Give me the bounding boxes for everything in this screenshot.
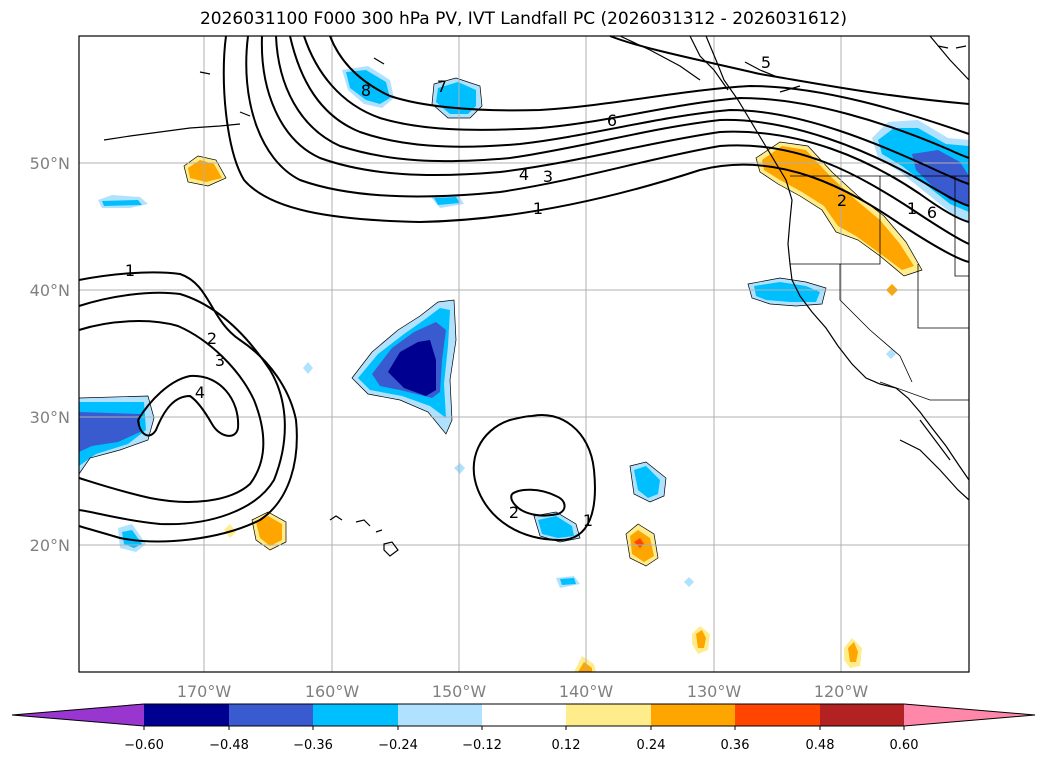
lat-label-50n: 50°N [30,154,70,173]
lat-label-30n: 30°N [30,408,70,427]
contour-label: 6 [927,203,937,222]
lat-label-20n: 20°N [30,536,70,555]
colorbar-segment [482,704,566,726]
coastlines [619,35,970,501]
contour-label: 2 [509,503,519,522]
lon-label-130w: 130°W [687,682,742,701]
longitude-labels: 170°W 160°W 150°W 140°W 130°W 120°W [177,682,869,701]
colorbar-tick-label: 0.48 [806,738,835,753]
contour-label: 1 [583,511,593,530]
colorbar-segment [313,704,398,726]
contour-label: 8 [361,81,371,100]
colorbar-segment [651,704,735,726]
contour-label: 1 [533,199,543,218]
colorbar-segment [735,704,820,726]
colorbar-tick-label: 0.60 [890,738,919,753]
contour-label: 4 [519,165,529,184]
contour-label: 1 [125,261,135,280]
colorbar-tick-label: 0.12 [552,738,581,753]
lon-label-120w: 120°W [814,682,869,701]
contour-label: 2 [837,191,847,210]
ivt-shading [79,66,969,672]
colorbar-arrow-right [904,704,1035,726]
map-title: 2026031100 F000 300 hPa PV, IVT Landfall… [199,9,847,29]
political-borders [790,175,969,401]
colorbar-tick-label: −0.12 [462,738,502,753]
colorbar-segment [229,704,313,726]
colorbar-segment [144,704,229,726]
colorbar-tick-label: −0.24 [378,738,418,753]
pv-contour-labels: 1 2 3 4 5 6 7 8 1 2 3 4 1 2 1 6 [125,53,937,530]
contour-label: 3 [543,167,553,186]
contour-label: 2 [207,329,217,348]
colorbar-tick-label: −0.36 [293,738,333,753]
contour-label: 6 [607,111,617,130]
colorbar-segment [398,704,482,726]
colorbar-arrow-left [12,704,144,726]
colorbar-tick-label: −0.48 [209,738,249,753]
contour-label: 4 [195,383,205,402]
contour-label: 7 [437,77,447,96]
colorbar: −0.60 −0.48 −0.36 −0.24 −0.12 0.12 0.24 … [11,703,1036,753]
colorbar-tick-label: 0.24 [637,738,666,753]
latitude-labels: 50°N 40°N 30°N 20°N [30,154,70,555]
contour-label: 1 [907,199,917,218]
colorbar-segment [566,704,651,726]
lon-label-140w: 140°W [559,682,614,701]
lat-label-40n: 40°N [30,281,70,300]
contour-label: 3 [215,351,225,370]
lon-label-160w: 160°W [305,682,360,701]
map-panel: 1 2 3 4 5 6 7 8 1 2 3 4 1 2 1 6 [78,35,970,673]
colorbar-segment [820,704,904,726]
colorbar-tick-label: 0.36 [721,738,750,753]
islands [103,45,967,557]
lon-label-170w: 170°W [177,682,232,701]
colorbar-tick-label: −0.60 [124,738,164,753]
lon-label-150w: 150°W [432,682,487,701]
map-frame [78,35,970,673]
pv-contours [78,35,970,543]
contour-label: 5 [761,53,771,72]
